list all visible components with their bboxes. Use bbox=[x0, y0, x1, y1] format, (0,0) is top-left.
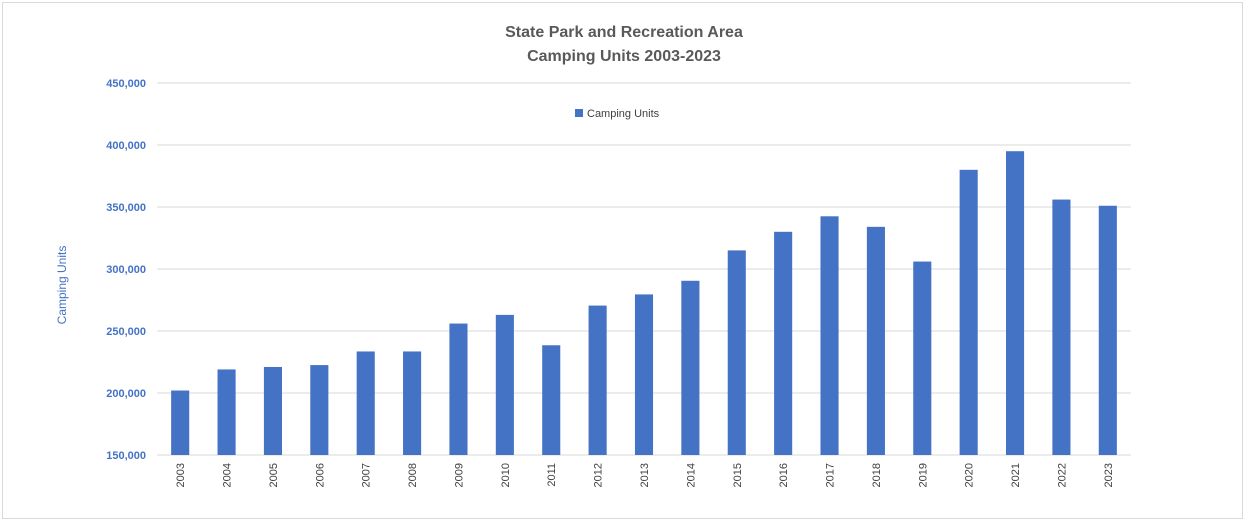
y-axis-ticks: 150,000 200,000 250,000 300,000 350,000 400,0… bbox=[106, 78, 146, 462]
bar-2019 bbox=[913, 261, 932, 455]
bars bbox=[171, 151, 1117, 456]
legend: Camping Units bbox=[575, 108, 660, 120]
y-tick-label: 150,000 bbox=[106, 450, 146, 462]
x-tick-label: 2005 bbox=[268, 463, 280, 487]
chart-title-line-1: State Park and Recreation Area bbox=[505, 24, 743, 41]
bar-2014 bbox=[681, 280, 700, 455]
bar-2016 bbox=[774, 231, 793, 455]
x-tick-label: 2016 bbox=[778, 463, 790, 487]
x-tick-label: 2003 bbox=[175, 463, 187, 487]
bar-2013 bbox=[634, 294, 654, 455]
bar-2015 bbox=[727, 250, 746, 455]
y-axis-label: Camping Units bbox=[55, 246, 69, 325]
bar-2010 bbox=[495, 314, 514, 455]
x-tick-label: 2010 bbox=[500, 463, 512, 487]
x-tick-label: 2019 bbox=[917, 463, 929, 487]
y-tick-label: 200,000 bbox=[106, 388, 146, 400]
bar-2004 bbox=[217, 369, 236, 455]
y-tick-label: 450,000 bbox=[106, 78, 146, 90]
x-tick-label: 2006 bbox=[314, 463, 326, 487]
x-tick-label: 2012 bbox=[593, 463, 605, 487]
y-tick-label: 350,000 bbox=[106, 202, 146, 214]
x-tick-label: 2017 bbox=[825, 463, 837, 487]
x-tick-label: 2011 bbox=[546, 463, 558, 487]
bar-2008 bbox=[403, 351, 422, 455]
bar-2009 bbox=[449, 323, 468, 455]
x-tick-label: 2007 bbox=[361, 463, 373, 487]
x-tick-label: 2018 bbox=[871, 463, 883, 487]
y-tick-label: 300,000 bbox=[106, 264, 146, 276]
bar-2007 bbox=[356, 351, 375, 455]
bar-2012 bbox=[588, 305, 607, 455]
bar-2022 bbox=[1052, 199, 1071, 455]
bar-2017 bbox=[820, 216, 839, 455]
bar-2005 bbox=[263, 366, 282, 455]
bar-2020 bbox=[959, 169, 978, 456]
x-tick-label: 2022 bbox=[1056, 463, 1068, 487]
bar-2003 bbox=[171, 390, 190, 455]
bar-2011 bbox=[542, 345, 561, 455]
x-tick-label: 2021 bbox=[1010, 463, 1022, 487]
x-tick-label: 2023 bbox=[1103, 463, 1115, 487]
chart-title-line-2: Camping Units 2003-2023 bbox=[527, 48, 721, 65]
x-tick-label: 2004 bbox=[222, 463, 234, 487]
bar-2018 bbox=[866, 226, 885, 455]
y-tick-label: 250,000 bbox=[106, 326, 146, 338]
bar-2023 bbox=[1098, 205, 1117, 455]
bar-2021 bbox=[1006, 151, 1025, 455]
x-tick-label: 2013 bbox=[639, 463, 651, 487]
x-tick-label: 2020 bbox=[964, 463, 976, 487]
bar-2006 bbox=[310, 365, 329, 455]
legend-swatch bbox=[575, 109, 583, 117]
x-tick-label: 2015 bbox=[732, 463, 744, 487]
x-axis-ticks: 2003 2004 2005 2006 2007 2008 2009 2010 2011 2012… bbox=[175, 463, 1115, 487]
x-tick-label: 2014 bbox=[685, 463, 697, 487]
x-tick-label: 2009 bbox=[453, 463, 465, 487]
legend-label: Camping Units bbox=[587, 108, 660, 120]
y-tick-label: 400,000 bbox=[106, 140, 146, 152]
x-tick-label: 2008 bbox=[407, 463, 419, 487]
